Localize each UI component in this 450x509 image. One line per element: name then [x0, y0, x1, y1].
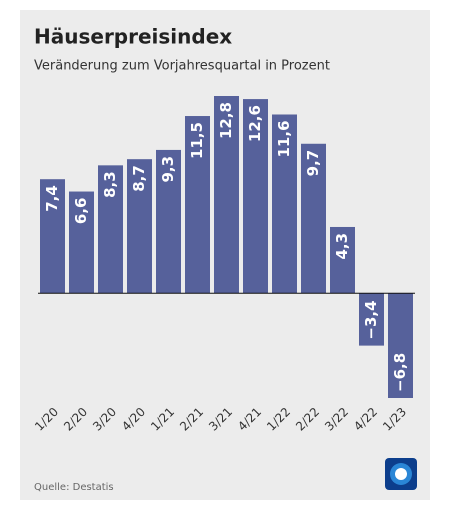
bar [98, 165, 123, 294]
value-label: −3,4 [362, 300, 380, 339]
bar [243, 99, 268, 294]
value-label: 12,8 [217, 102, 235, 139]
value-label: 4,3 [333, 233, 351, 260]
value-label: 9,7 [304, 150, 322, 177]
bar [214, 96, 239, 294]
logo [385, 458, 417, 490]
bar [156, 149, 181, 294]
bar [301, 143, 326, 294]
bar [388, 293, 413, 398]
value-label: 11,5 [188, 122, 206, 159]
chart-subtitle: Veränderung zum Vorjahresquartal in Proz… [34, 59, 330, 74]
value-label: 8,7 [130, 165, 148, 192]
bar [330, 226, 355, 294]
value-label: 11,6 [275, 120, 293, 157]
bar [40, 179, 65, 294]
bar [127, 159, 152, 294]
value-label: 8,3 [101, 171, 119, 198]
source: Quelle: Destatis [34, 482, 114, 493]
bar [185, 116, 210, 294]
bar [272, 114, 297, 294]
value-label: 6,6 [72, 198, 90, 225]
bar [69, 191, 94, 294]
value-label: 12,6 [246, 105, 264, 142]
bar [359, 293, 384, 346]
value-label: 7,4 [43, 185, 61, 212]
value-label: −6,8 [391, 353, 409, 392]
chart-title: Häuserpreisindex [34, 25, 232, 49]
value-label: 9,3 [159, 156, 177, 183]
